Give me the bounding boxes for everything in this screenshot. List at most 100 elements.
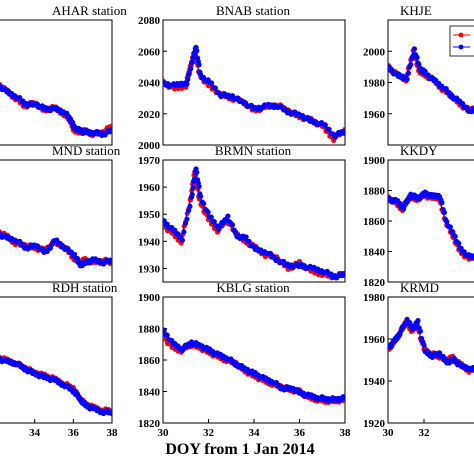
data-point — [74, 255, 81, 262]
data-point — [232, 229, 239, 235]
data-point — [185, 208, 192, 214]
data-point — [185, 76, 191, 82]
data-point — [404, 76, 410, 83]
data-point — [326, 126, 332, 132]
series-group — [388, 316, 474, 375]
data-point — [196, 62, 202, 68]
data-point — [342, 128, 345, 134]
panel-title: RDH station — [52, 280, 118, 295]
data-point — [211, 218, 217, 225]
y-tick-label: 1880 — [363, 186, 386, 198]
y-tick-label: 2060 — [138, 46, 161, 58]
data-point — [342, 395, 345, 401]
legend-marker — [458, 44, 464, 50]
data-point — [439, 200, 445, 206]
data-point — [179, 237, 185, 243]
data-point — [189, 191, 195, 198]
y-tick-label: 2000 — [138, 140, 161, 152]
y-tick-label: 1980 — [363, 78, 386, 90]
data-point — [460, 100, 466, 107]
panel-frame — [387, 296, 474, 424]
y-tick-label: 1900 — [363, 155, 386, 167]
x-tick-label: 30 — [383, 427, 395, 439]
panel-frame — [0, 296, 113, 424]
panel-8: KBLG station 1820 1840 1860 1880 1900 30 32 34 36… — [138, 280, 351, 439]
series-group — [388, 189, 474, 262]
data-point — [415, 318, 421, 324]
data-point — [109, 257, 112, 263]
y-tick-label: 1900 — [138, 292, 161, 304]
panel-title: KKDY — [400, 143, 438, 158]
panel-5: BRMN station 1930 1940 1950 1960 1970 — [138, 143, 346, 283]
series-group — [163, 44, 345, 143]
data-point — [208, 214, 214, 220]
data-point — [190, 55, 196, 61]
data-point — [194, 48, 200, 54]
panel-4: MND station — [0, 143, 121, 283]
y-tick-label: 2000 — [363, 46, 386, 58]
x-tick-label: 34 — [249, 427, 261, 439]
data-point — [456, 240, 462, 246]
data-point — [417, 328, 423, 334]
data-point — [196, 183, 202, 190]
data-point — [109, 126, 112, 132]
y-tick-label: 1960 — [138, 182, 161, 194]
data-point — [225, 213, 231, 219]
y-tick-label: 1880 — [138, 324, 161, 336]
data-point — [71, 251, 78, 257]
panel-6: KKDY 1820 1840 1860 1880 1900 — [363, 143, 474, 289]
x-tick-label: 30 — [158, 427, 170, 439]
series-group — [0, 81, 112, 139]
x-tick-label: 32 — [419, 427, 431, 439]
data-point — [184, 81, 190, 87]
panel-title: KHJE — [400, 3, 432, 18]
data-point — [243, 234, 249, 240]
y-tick-label: 1930 — [138, 263, 161, 275]
x-tick-label: 38 — [340, 427, 352, 439]
y-tick-label: 2040 — [138, 78, 161, 90]
data-point — [212, 85, 218, 91]
series-group — [0, 229, 112, 269]
y-tick-label: 1860 — [363, 216, 386, 228]
data-point — [164, 332, 170, 338]
panel-2: BNAB station 2000 2020 2040 2060 2080 — [138, 3, 346, 152]
data-point — [188, 65, 194, 72]
series-group — [163, 327, 345, 406]
y-tick-label: 1820 — [363, 277, 386, 289]
data-point — [201, 200, 207, 207]
panel-7: RDH station 34 36 38 — [0, 280, 118, 439]
data-point — [447, 224, 453, 230]
series-group — [388, 46, 474, 115]
y-tick-label: 1840 — [363, 247, 386, 259]
data-point — [186, 71, 192, 77]
panel-title: KRMD — [400, 280, 439, 295]
panel-title: MND station — [52, 143, 121, 158]
data-point — [444, 219, 450, 225]
panel-title: AHAR station — [52, 3, 127, 18]
data-point — [414, 54, 420, 61]
panel-frame — [162, 159, 346, 283]
y-tick-label: 1940 — [138, 236, 161, 248]
data-point — [182, 220, 189, 227]
data-point — [229, 222, 236, 228]
data-point — [405, 70, 411, 76]
data-point — [416, 61, 422, 68]
y-tick-label: 1960 — [363, 109, 386, 121]
legend-marker — [458, 32, 464, 38]
x-tick-label: 34 — [29, 427, 41, 439]
y-tick-label: 2080 — [138, 15, 161, 27]
series-group — [163, 166, 345, 281]
data-point — [190, 185, 196, 191]
x-tick-label: 36 — [68, 427, 80, 439]
panel-frame — [0, 159, 113, 283]
legend-box — [449, 25, 474, 57]
x-tick-label: 38 — [107, 427, 119, 439]
data-point — [408, 61, 414, 68]
data-point — [109, 409, 112, 415]
x-tick-label: 36 — [294, 427, 306, 439]
y-tick-label: 1980 — [363, 292, 386, 304]
y-tick-label: 1840 — [138, 387, 161, 399]
y-tick-label: 1960 — [363, 334, 386, 346]
panel-frame — [162, 296, 346, 424]
